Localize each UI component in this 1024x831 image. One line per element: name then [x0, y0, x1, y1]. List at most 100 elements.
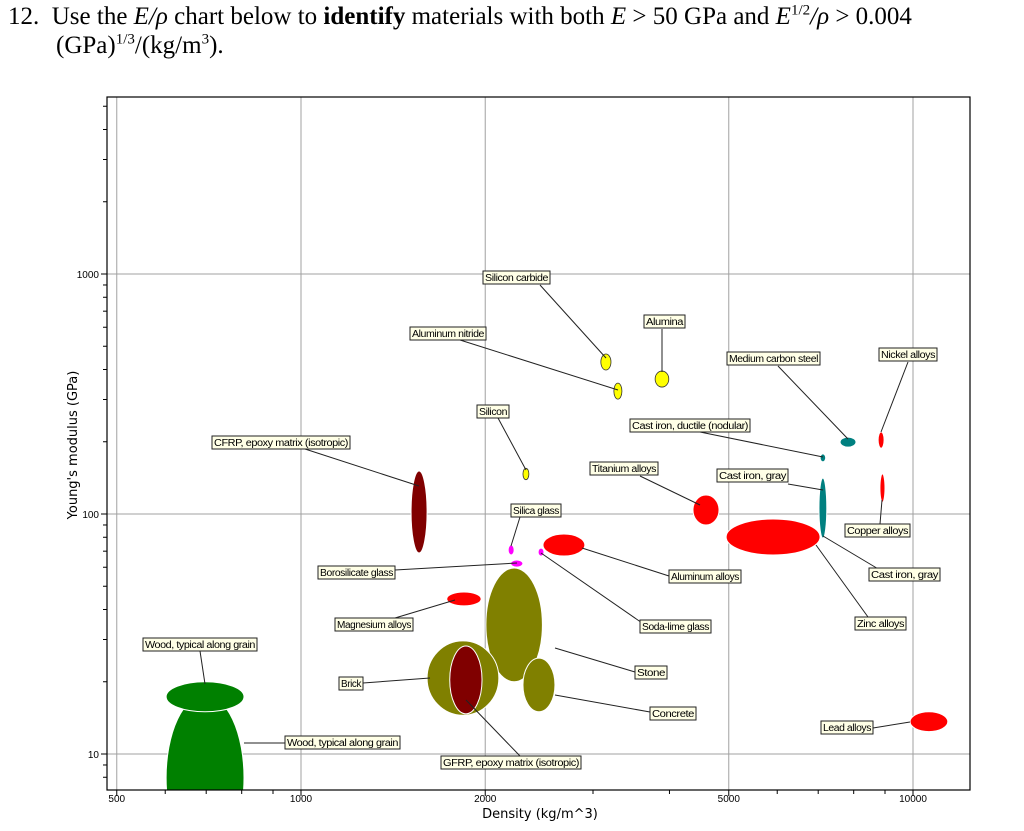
label-box — [476, 404, 510, 419]
label-box — [649, 706, 697, 721]
leader-line — [581, 547, 670, 577]
leader-line — [510, 516, 521, 547]
label-wood-typical-along-grain: Wood, typical along grain — [244, 735, 401, 750]
y-tick-label: 1000 — [77, 270, 100, 281]
bubble-lead-alloys — [909, 711, 949, 733]
label-gfrp-epoxy-matrix-isotropic: GFRP, epoxy matrix (isotropic) — [440, 699, 582, 770]
label-silicon-carbide: Silicon carbide — [482, 270, 607, 359]
bubble-nickel-alloys — [877, 431, 885, 449]
label-magnesium-alloys: Magnesium alloys — [334, 599, 456, 632]
leader-line — [465, 699, 521, 757]
bubble-stone — [485, 567, 543, 683]
label-box — [820, 720, 874, 735]
leader-line — [639, 475, 701, 506]
label-concrete: Concrete — [554, 694, 697, 721]
label-silica-glass: Silica glass — [510, 503, 562, 547]
label-box — [878, 347, 938, 362]
q-text: chart below to — [174, 3, 318, 30]
label-box — [844, 523, 911, 538]
q-text: ). — [209, 32, 224, 59]
label-aluminum-alloys: Aluminum alloys — [581, 547, 742, 584]
label-text: Wood, typical along grain — [287, 738, 398, 749]
x-tick-label: 5000 — [718, 794, 741, 805]
leader-line — [872, 721, 911, 729]
leader-line — [880, 361, 909, 433]
label-box — [284, 735, 401, 750]
q-text: 1/3 — [115, 31, 135, 48]
label-medium-carbon-steel: Medium carbon steel — [726, 351, 849, 440]
label-box — [716, 468, 789, 483]
label-box — [726, 351, 821, 366]
question-number: 12. — [8, 3, 40, 30]
plot-frame — [106, 96, 971, 791]
bubble-medium-carbon-steel — [839, 436, 857, 448]
label-text: Aluminum alloys — [671, 572, 739, 583]
q-text: identify — [323, 3, 406, 30]
label-soda-lime-glass: Soda-lime glass — [540, 552, 712, 634]
bubble-copper-alloys — [879, 473, 886, 503]
axis-ticks: 500 1000 2000 5000 10000 10 100 1000 — [77, 105, 927, 805]
label-text: Magnesium alloys — [337, 620, 411, 631]
label-text: Cast iron, ductile (nodular) — [632, 421, 748, 432]
label-alumina: Alumina — [643, 314, 686, 372]
q-text: E — [610, 3, 627, 30]
bubble-cast-iron-ductile-nodular — [819, 453, 827, 463]
label-box — [589, 461, 659, 476]
leader-line — [822, 535, 881, 571]
label-text: Nickel alloys — [881, 350, 935, 361]
bubble-cast-iron-gray — [818, 477, 828, 539]
material-labels: Silicon carbide Aluminum nitride Alumina Me… — [142, 270, 941, 770]
leader-line — [394, 599, 456, 619]
label-lead-alloys: Lead alloys — [820, 720, 911, 735]
label-box — [629, 418, 751, 433]
q-text: Use the — [51, 3, 128, 30]
question-line-1: 12. Use the E/ρ chart below to identify … — [8, 2, 912, 31]
leader-line — [554, 647, 636, 673]
label-box — [211, 435, 351, 450]
bubble-silicon-carbide — [600, 353, 612, 371]
label-text: Lead alloys — [823, 723, 871, 734]
bubble-zinc-alloys — [725, 518, 821, 556]
label-box — [510, 503, 562, 518]
label-text: Aluminum nitride — [412, 329, 485, 340]
label-text: Medium carbon steel — [729, 354, 818, 365]
label-box — [868, 567, 941, 582]
label-text: Borosilicate glass — [320, 568, 393, 579]
label-text: Stone — [637, 668, 666, 679]
label-cast-iron-gray: Cast iron, gray — [716, 468, 824, 491]
x-tick-label: 500 — [108, 794, 125, 805]
label-box — [639, 619, 712, 634]
bubble-silicon — [522, 467, 530, 481]
leader-line — [362, 677, 431, 684]
label-text: Silicon — [479, 407, 507, 418]
question-line-2: (GPa)1/3/(kg/m3). — [8, 31, 912, 60]
leader-line — [497, 417, 527, 471]
label-box — [317, 565, 396, 580]
y-axis-label: Young's modulus (GPa) — [66, 371, 81, 521]
leader-line — [539, 284, 607, 359]
label-text: Soda-lime glass — [642, 622, 709, 633]
label-stone: Stone — [554, 647, 668, 680]
label-titanium-alloys: Titanium alloys — [589, 461, 701, 506]
label-text: Zinc alloys — [857, 619, 904, 630]
label-box — [142, 637, 258, 652]
bubble-wood-typical-along-grain — [165, 694, 245, 790]
label-box — [482, 270, 551, 285]
label-text: Alumina — [646, 317, 684, 328]
label-nickel-alloys: Nickel alloys — [878, 347, 938, 433]
label-aluminum-nitride: Aluminum nitride — [409, 326, 619, 391]
label-cast-iron-ductile-nodular: Cast iron, ductile (nodular) — [629, 418, 824, 458]
q-text: E — [775, 3, 791, 30]
label-wood-typical-along-grain: Wood, typical along grain — [142, 637, 258, 685]
label-copper-alloys: Copper alloys — [844, 499, 911, 538]
label-box — [643, 314, 686, 329]
bubble-cfrp-epoxy-matrix-isotropic — [410, 470, 428, 554]
material-bubbles — [165, 353, 949, 790]
q-text: > 50 GPa and — [632, 3, 770, 30]
label-box — [409, 326, 487, 341]
label-box — [668, 569, 742, 584]
leader-line — [777, 365, 849, 440]
label-text: Copper alloys — [847, 526, 908, 537]
bubble-titanium-alloys — [692, 494, 720, 526]
